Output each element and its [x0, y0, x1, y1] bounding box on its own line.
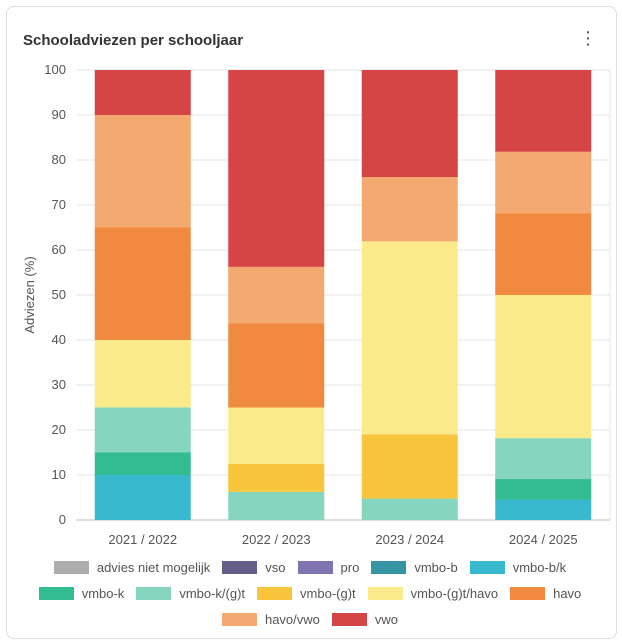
y-tick-label: 60 [52, 242, 66, 257]
legend-swatch [53, 560, 89, 574]
legend-label: vmbo-k [81, 585, 125, 601]
legend: advies niet mogelijk vso pro vmbo-b vmbo-b/k… [20, 556, 600, 630]
legend-item[interactable]: vmbo-b [371, 556, 458, 578]
legend-item[interactable]: vmbo-(g)t/havo [367, 582, 499, 604]
legend-label: vmbo-k/(g)t [179, 585, 246, 601]
legend-item[interactable]: pro [297, 556, 360, 578]
bar-segment-havo [228, 323, 325, 408]
legend-item[interactable]: vwo [331, 608, 399, 630]
legend-swatch [510, 586, 546, 600]
y-tick-label: 90 [52, 107, 66, 122]
bar-segment-vmbo-g-t-havo [94, 340, 191, 408]
bar-segment-havo-vwo [361, 177, 458, 242]
x-tick-label: 2024 / 2025 [509, 532, 578, 547]
legend-item[interactable]: vso [222, 556, 286, 578]
legend-label: advies niet mogelijk [96, 559, 211, 575]
bar-segment-vmbo-g-t-havo [495, 294, 592, 439]
legend-label: vmbo-(g)t/havo [410, 585, 499, 601]
legend-item[interactable]: havo [510, 582, 581, 604]
bar-segment-vmbo-k [495, 479, 592, 500]
kebab-menu-icon[interactable]: ⋮ [579, 28, 597, 48]
legend-item[interactable]: advies niet mogelijk [53, 556, 211, 578]
x-tick-label: 2023 / 2024 [375, 532, 444, 547]
bar-segment-vmbo-g-t-havo [228, 407, 325, 464]
legend-item[interactable]: vmbo-b/k [469, 556, 567, 578]
bar-segment-vmbo-k-g-t [94, 407, 191, 453]
x-tick-label: 2022 / 2023 [242, 532, 311, 547]
legend-label: vmbo-b [414, 559, 458, 575]
bar-segment-havo-vwo [228, 266, 325, 324]
bar-segment-vmbo-b-k [495, 499, 592, 520]
legend-swatch [297, 560, 333, 574]
y-tick-label: 30 [52, 377, 66, 392]
y-tick-label: 20 [52, 422, 66, 437]
bar-segment-havo-vwo [94, 115, 191, 228]
bar-segment-vmbo-g-t-havo [361, 241, 458, 435]
bar-segment-vmbo-k-g-t [361, 498, 458, 520]
legend-label: vwo [374, 611, 399, 627]
legend-swatch [371, 560, 407, 574]
bar-segment-vmbo-k [94, 452, 191, 475]
y-tick-label: 0 [59, 512, 66, 527]
bar-segment-vmbo-b-k [94, 475, 191, 520]
bar-segment-havo [94, 227, 191, 340]
y-tick-label: 70 [52, 197, 66, 212]
y-tick-label: 80 [52, 152, 66, 167]
bar-segment-havo [495, 213, 592, 295]
x-tick-label: 2021 / 2022 [108, 532, 177, 547]
legend-swatch [222, 560, 258, 574]
bar-segment-havo-vwo [495, 151, 592, 214]
bar-segment-vwo [495, 69, 592, 152]
y-tick-label: 10 [52, 467, 66, 482]
chart-title: Schooladviezen per schooljaar [23, 32, 244, 49]
legend-label: vmbo-b/k [512, 559, 567, 575]
legend-item[interactable]: vmbo-(g)t [257, 582, 356, 604]
legend-label: vso [265, 559, 286, 575]
bar-segment-vmbo-g-t [361, 434, 458, 499]
legend-swatch [38, 586, 74, 600]
legend-item[interactable]: havo/vwo [221, 608, 320, 630]
bar-segment-vwo [228, 70, 325, 267]
bar-segment-vmbo-g-t [228, 463, 325, 492]
legend-label: havo/vwo [264, 611, 320, 627]
legend-item[interactable]: vmbo-k/(g)t [136, 582, 245, 604]
legend-swatch [367, 586, 403, 600]
bar-segment-vmbo-k-g-t [228, 491, 325, 520]
bar-segment-vwo [94, 70, 191, 115]
y-tick-label: 50 [52, 287, 66, 302]
legend-swatch [221, 612, 257, 626]
legend-swatch [331, 612, 367, 626]
legend-item[interactable]: vmbo-k [38, 582, 125, 604]
legend-swatch [469, 560, 505, 574]
legend-swatch [136, 586, 172, 600]
bar-segment-vmbo-k-g-t [495, 438, 592, 480]
legend-label: pro [340, 559, 360, 575]
y-tick-label: 100 [44, 62, 66, 77]
y-axis-label: Adviezen (%) [22, 256, 37, 333]
legend-label: havo [553, 585, 582, 601]
legend-label: vmbo-(g)t [300, 585, 356, 601]
y-tick-label: 40 [52, 332, 66, 347]
legend-swatch [257, 586, 293, 600]
bar-segment-vwo [361, 69, 458, 178]
